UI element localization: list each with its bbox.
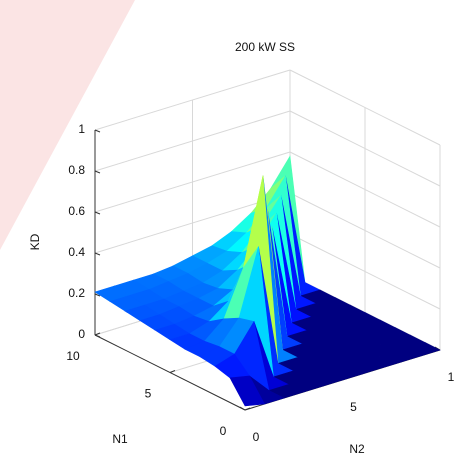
y-axis-label: N2 xyxy=(349,442,365,456)
x-tick-label: 10 xyxy=(66,349,80,363)
z-tick xyxy=(94,211,101,215)
z-tick-label: 0.2 xyxy=(68,286,85,300)
y-tick-label: 1 xyxy=(448,370,455,384)
z-axis-label: KD xyxy=(28,233,42,250)
y-tick xyxy=(239,406,246,411)
surface-patch xyxy=(229,375,265,407)
x-tick xyxy=(244,407,251,411)
z-tick-label: 0.4 xyxy=(68,245,85,259)
x-tick xyxy=(94,332,101,336)
z-tick-label: 0.6 xyxy=(68,204,85,218)
y-tick-label: 5 xyxy=(350,400,357,414)
z-tick xyxy=(94,252,101,256)
background-watermark xyxy=(0,0,135,250)
x-tick-label: 0 xyxy=(220,424,227,438)
z-tick xyxy=(94,170,101,174)
z-tick-label: 0 xyxy=(78,327,85,341)
x-axis-label: N1 xyxy=(112,432,128,446)
z-tick xyxy=(94,334,101,338)
y-tick-label: 0 xyxy=(253,430,260,444)
z-tick xyxy=(94,293,101,297)
z-tick-label: 1 xyxy=(78,122,85,136)
chart-title: 200 kW SS xyxy=(235,40,295,54)
x-tick-label: 5 xyxy=(145,387,152,401)
x-tick xyxy=(169,370,176,373)
z-tick-label: 0.8 xyxy=(68,163,85,177)
z-tick xyxy=(94,129,101,133)
